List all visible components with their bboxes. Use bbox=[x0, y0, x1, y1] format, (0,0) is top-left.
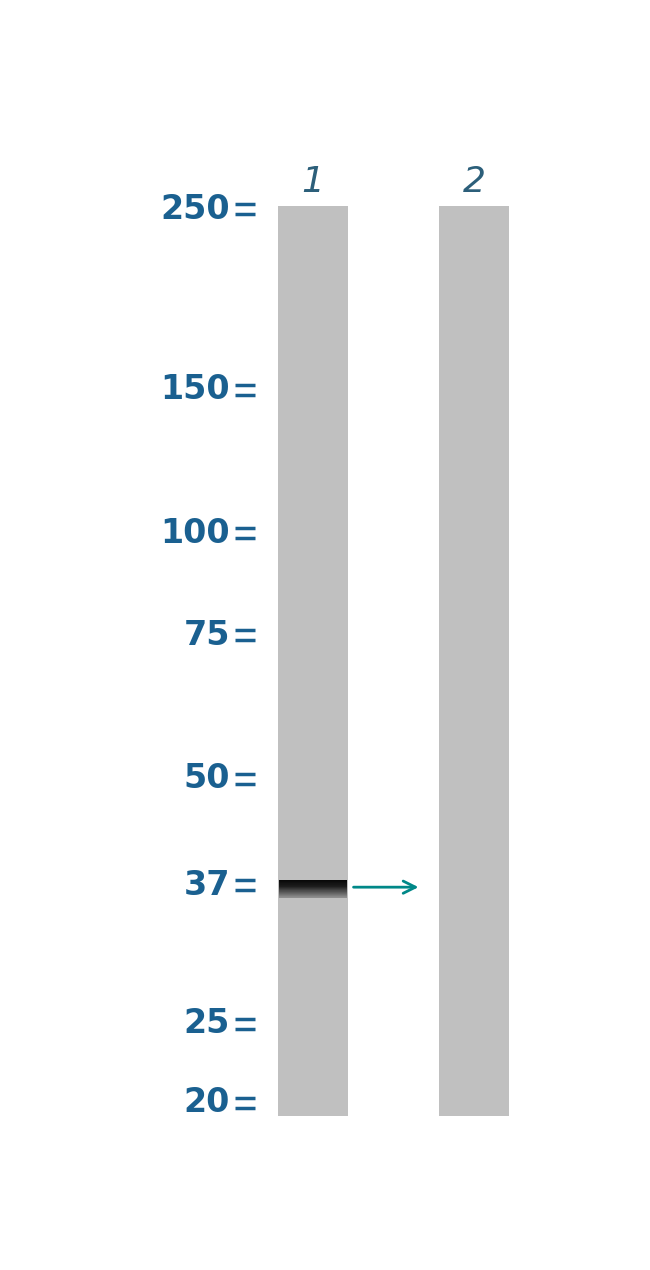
Text: 20: 20 bbox=[183, 1086, 230, 1119]
Text: 250: 250 bbox=[161, 193, 230, 226]
Text: 100: 100 bbox=[161, 517, 230, 550]
Text: 37: 37 bbox=[183, 869, 230, 902]
Text: 150: 150 bbox=[161, 373, 230, 406]
Text: 50: 50 bbox=[183, 762, 230, 795]
Bar bbox=[439, 206, 510, 1115]
Bar bbox=[278, 206, 348, 1115]
Text: 75: 75 bbox=[183, 618, 230, 652]
Text: 1: 1 bbox=[302, 165, 324, 198]
Text: 2: 2 bbox=[463, 165, 486, 198]
Text: 25: 25 bbox=[183, 1007, 230, 1040]
